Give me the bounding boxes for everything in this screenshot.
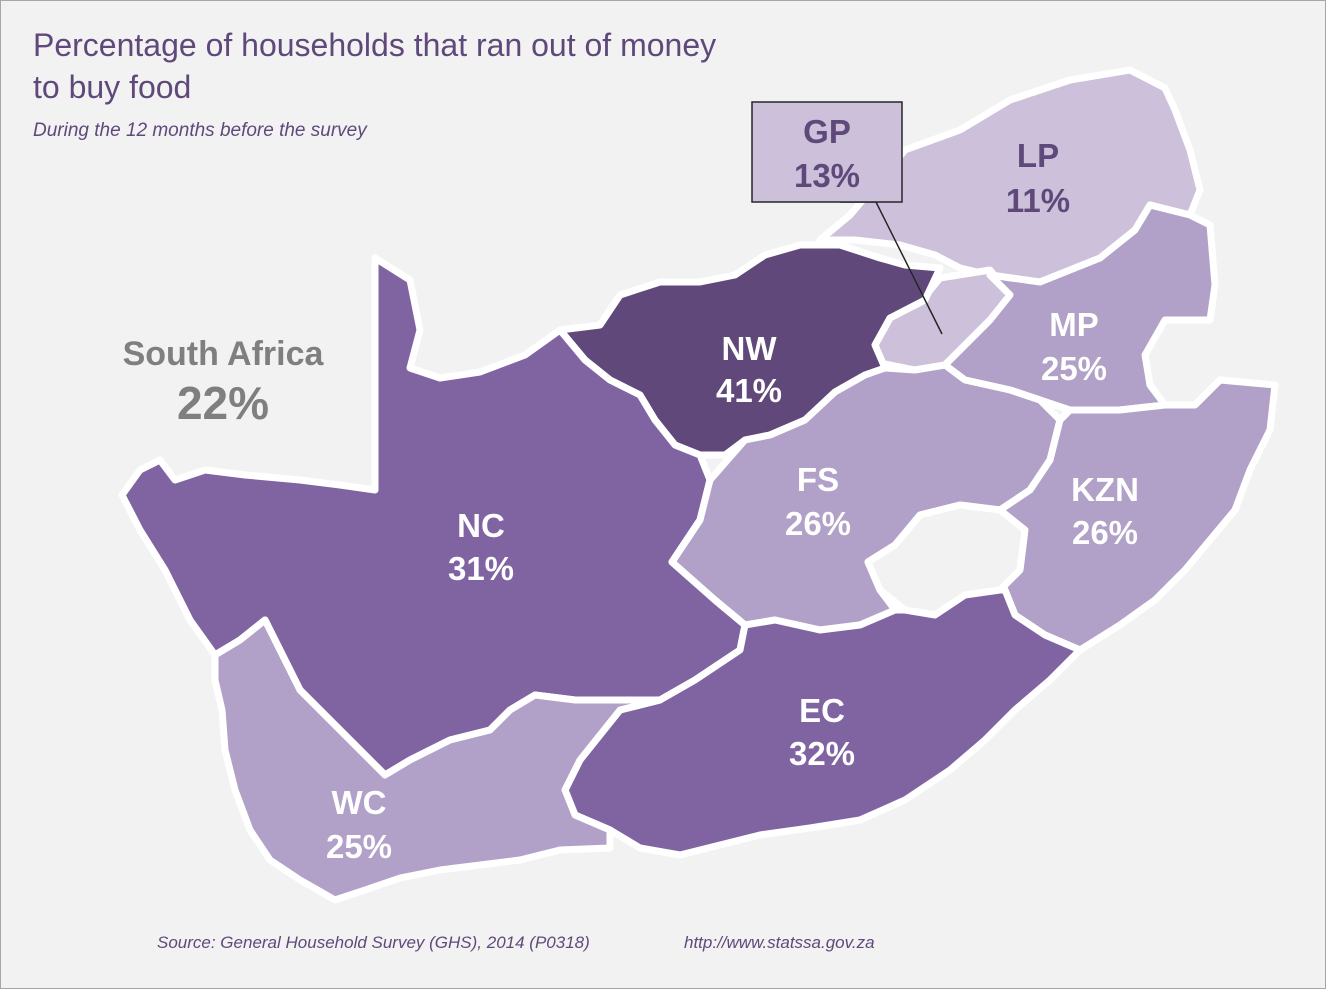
label-mp-value: 25% — [1041, 350, 1107, 387]
map-title: Percentage of households that ran out of… — [33, 27, 717, 105]
label-wc-code: WC — [332, 784, 387, 821]
label-gp-code: GP — [803, 113, 851, 150]
label-fs-code: FS — [797, 461, 839, 498]
label-ec-code: EC — [799, 692, 845, 729]
national-name: South Africa — [122, 335, 324, 373]
national-value: 22% — [176, 377, 270, 429]
label-lp-code: LP — [1017, 137, 1059, 174]
province-kzn[interactable] — [996, 376, 1279, 654]
source-link[interactable]: http://www.statssa.gov.za — [684, 933, 875, 952]
source-note: Source: General Household Survey (GHS), … — [157, 933, 590, 952]
label-wc-value: 25% — [326, 828, 392, 865]
label-mp-code: MP — [1049, 306, 1099, 343]
label-nw-value: 41% — [716, 372, 782, 409]
label-gp-value: 13% — [794, 157, 860, 194]
label-nw-code: NW — [722, 330, 778, 367]
label-nc-value: 31% — [448, 550, 514, 587]
province-wc[interactable] — [211, 616, 664, 904]
province-lp[interactable] — [816, 66, 1204, 286]
label-kzn-code: KZN — [1071, 471, 1139, 508]
gp-callout-box[interactable] — [751, 101, 903, 203]
label-kzn-value: 26% — [1072, 514, 1138, 551]
label-fs-value: 26% — [785, 505, 851, 542]
label-nc-code: NC — [457, 507, 505, 544]
national-figure: South Africa 22% — [98, 334, 348, 432]
label-ec-value: 32% — [789, 735, 855, 772]
province-mp[interactable] — [941, 201, 1219, 414]
label-lp-value: 11% — [1006, 182, 1070, 219]
map-subtitle: During the 12 months before the survey — [33, 120, 367, 141]
